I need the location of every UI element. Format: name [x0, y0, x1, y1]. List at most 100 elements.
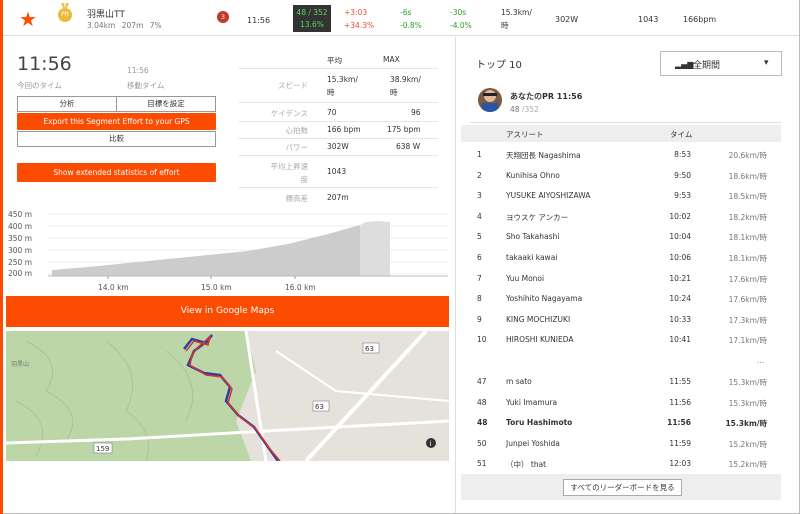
- y-tick-label: 200 m: [8, 269, 32, 278]
- elev-value: 1043: [638, 15, 659, 24]
- analyze-button[interactable]: 分析: [17, 96, 117, 112]
- athlete-name-link[interactable]: Sho Takahashi: [506, 232, 560, 242]
- compare-button[interactable]: 比較: [17, 131, 216, 147]
- time-cell: 10:33: [669, 314, 691, 324]
- speed-max: 38.9km/時: [390, 73, 421, 99]
- athlete-name-link[interactable]: m sato: [506, 377, 532, 386]
- rank-cell: 10: [477, 335, 487, 345]
- segment-elevation: 207m: [121, 21, 144, 30]
- power-avg: 302W: [327, 142, 349, 151]
- export-gps-button[interactable]: Export this Segment Effort to your GPS: [17, 113, 216, 130]
- athlete-name-link[interactable]: Junpei Yoshida: [506, 438, 560, 448]
- leaderboard-header: アスリート タイム: [461, 125, 781, 142]
- speed-avg-1: 15.3km/: [327, 75, 358, 84]
- col-avg-header: 平均: [327, 56, 342, 65]
- info-icon[interactable]: [426, 438, 436, 448]
- athlete-name-link[interactable]: Yuu Monoi: [506, 273, 545, 283]
- leaderboard-row-me[interactable]: 48 Toru Hashimoto 11:56 15.3km/時: [461, 412, 781, 432]
- athlete-name-link[interactable]: Kunihisa Ohno: [506, 170, 560, 180]
- col-time: タイム: [670, 130, 693, 139]
- segment-summary-row[interactable]: ★ PR 羽黒山TT 3.04km 207m 7% 3 11:56 48 / 3…: [3, 0, 799, 36]
- divider: [238, 155, 438, 156]
- diff-col-3: -30s -4.0%: [450, 6, 472, 32]
- divider: [238, 138, 438, 139]
- leaderboard-row[interactable]: 5 Sho Takahashi 10:04 18.1km/時: [461, 226, 781, 246]
- set-goal-button[interactable]: 目標を設定: [116, 96, 216, 112]
- athlete-name-link[interactable]: KING MOCHIZUKI: [506, 314, 571, 324]
- rank-cell: 1: [477, 150, 482, 159]
- leaderboard-row[interactable]: 4 ヨウスケ アンカー 10:02 18.2km/時: [461, 206, 781, 226]
- athlete-name-link[interactable]: HIROSHI KUNIEDA: [506, 335, 574, 345]
- road-label: 63: [315, 403, 324, 411]
- diff-time-1: +3:03: [344, 8, 368, 17]
- leaderboard-row[interactable]: 50 Junpei Yoshida 11:59 15.2km/時: [461, 433, 781, 453]
- pr-label: あなたのPR 11:56: [510, 92, 583, 101]
- bar-chart-icon: ▂▄▆: [675, 60, 694, 69]
- elevation-area: [52, 225, 360, 276]
- segment-name-link[interactable]: 羽黒山TT: [87, 10, 125, 20]
- leaderboard-row[interactable]: 2 Kunihisa Ohno 9:50 18.6km/時: [461, 165, 781, 185]
- time-cell: 10:02: [669, 211, 691, 221]
- segment-meta: 3.04km 207m 7%: [87, 21, 162, 30]
- speed-cell: 17.6km/時: [728, 295, 767, 305]
- y-tick-label: 250 m: [8, 258, 32, 267]
- athlete-name-link[interactable]: takaaki kawai: [506, 253, 558, 262]
- athlete-name-link[interactable]: YUSUKE AIYOSHIZAWA: [506, 191, 591, 201]
- leaderboard-row[interactable]: 47 m sato 11:55 15.3km/時: [461, 371, 781, 391]
- period-dropdown[interactable]: ▂▄▆ 全期間 ▾: [660, 51, 782, 76]
- leaderboard-row[interactable]: 8 Yoshihito Nagayama 10:24 17.6km/時: [461, 288, 781, 308]
- climb-rate-label: 平均上昇速度: [238, 160, 309, 186]
- cadence-label: ケイデンス: [270, 109, 308, 118]
- time-cell: 10:24: [669, 294, 691, 304]
- speed-line-1: 15.3km/: [501, 8, 532, 17]
- leaderboard-row[interactable]: 7 Yuu Monoi 10:21 17.6km/時: [461, 268, 781, 288]
- extended-stats-button[interactable]: Show extended statistics of effort: [17, 163, 216, 182]
- leaderboard-row[interactable]: 3 YUSUKE AIYOSHIZAWA 9:53 18.5km/時: [461, 185, 781, 205]
- rank-cell: 50: [477, 438, 487, 448]
- athlete-name-link[interactable]: Toru Hashimoto: [506, 418, 573, 428]
- cadence-max: 96: [411, 108, 421, 117]
- leaderboard-row[interactable]: 10 HIROSHI KUNIEDA 10:41 17.1km/時: [461, 329, 781, 349]
- y-tick-label: 300 m: [8, 246, 32, 255]
- route-map[interactable]: 63 63 159 羽黒山 i: [6, 331, 449, 461]
- athlete-name-link[interactable]: Yoshihito Nagayama: [506, 294, 583, 304]
- speed-cell: 18.1km/時: [728, 233, 767, 243]
- speed-line-2: 時: [501, 21, 509, 30]
- leaderboard-row[interactable]: 48 Yuki Imamura 11:56 15.3km/時: [461, 392, 781, 412]
- divider: [238, 102, 438, 103]
- divider: [238, 187, 438, 188]
- time-cell: 11:56: [669, 397, 691, 407]
- y-tick-label: 450 m: [8, 210, 32, 219]
- athlete-name-link[interactable]: ヨウスケ アンカー: [506, 212, 569, 222]
- leaderboard-row[interactable]: 9 KING MOCHIZUKI 10:33 17.3km/時: [461, 309, 781, 329]
- leaderboard-row[interactable]: 1 天翔団長 Nagashima 8:53 20.6km/時: [461, 144, 781, 164]
- diff-col-2: -6s -0.8%: [400, 6, 422, 32]
- segment-grade: 7%: [149, 21, 162, 30]
- time-cell: 10:41: [669, 335, 691, 345]
- speed-cell: 15.2km/時: [728, 460, 767, 470]
- athlete-name-link[interactable]: 天翔団長 Nagashima: [506, 151, 581, 160]
- athlete-name-link[interactable]: Yuki Imamura: [506, 397, 558, 407]
- leaderboard-ellipsis: ...: [757, 356, 765, 365]
- rank-box: 48 / 352 13.6%: [293, 5, 331, 32]
- star-icon[interactable]: ★: [19, 7, 37, 31]
- rank-cell: 6: [477, 253, 482, 262]
- speed-cell: 18.6km/時: [728, 171, 767, 181]
- effort-time: 11:56: [247, 16, 271, 25]
- speed-cell: 15.3km/時: [728, 398, 767, 408]
- power-label: パワー: [285, 143, 309, 152]
- view-all-leaderboards-button[interactable]: すべてのリーダーボードを見る: [563, 479, 682, 496]
- leaderboard-row[interactable]: 51 （中） that 12:03 15.2km/時: [461, 453, 781, 473]
- elevation-area-outside: [360, 221, 390, 276]
- elapsed-label: 今回のタイム: [17, 81, 62, 90]
- map-place-label: 羽黒山: [11, 360, 29, 368]
- athlete-name-link[interactable]: （中） that: [506, 460, 547, 470]
- speed-avg: 15.3km/時: [327, 73, 358, 99]
- diff-pct-1: +34.3%: [344, 21, 375, 30]
- diff-col-1: +3:03 +34.3%: [344, 6, 374, 32]
- my-pr-card[interactable]: あなたのPR 11:56 48 /352: [470, 83, 781, 123]
- time-cell: 11:59: [669, 438, 691, 448]
- speed-cell: 17.3km/時: [728, 315, 767, 325]
- view-google-maps-button[interactable]: View in Google Maps: [6, 296, 449, 327]
- leaderboard-row[interactable]: 6 takaaki kawai 10:06 18.1km/時: [461, 247, 781, 267]
